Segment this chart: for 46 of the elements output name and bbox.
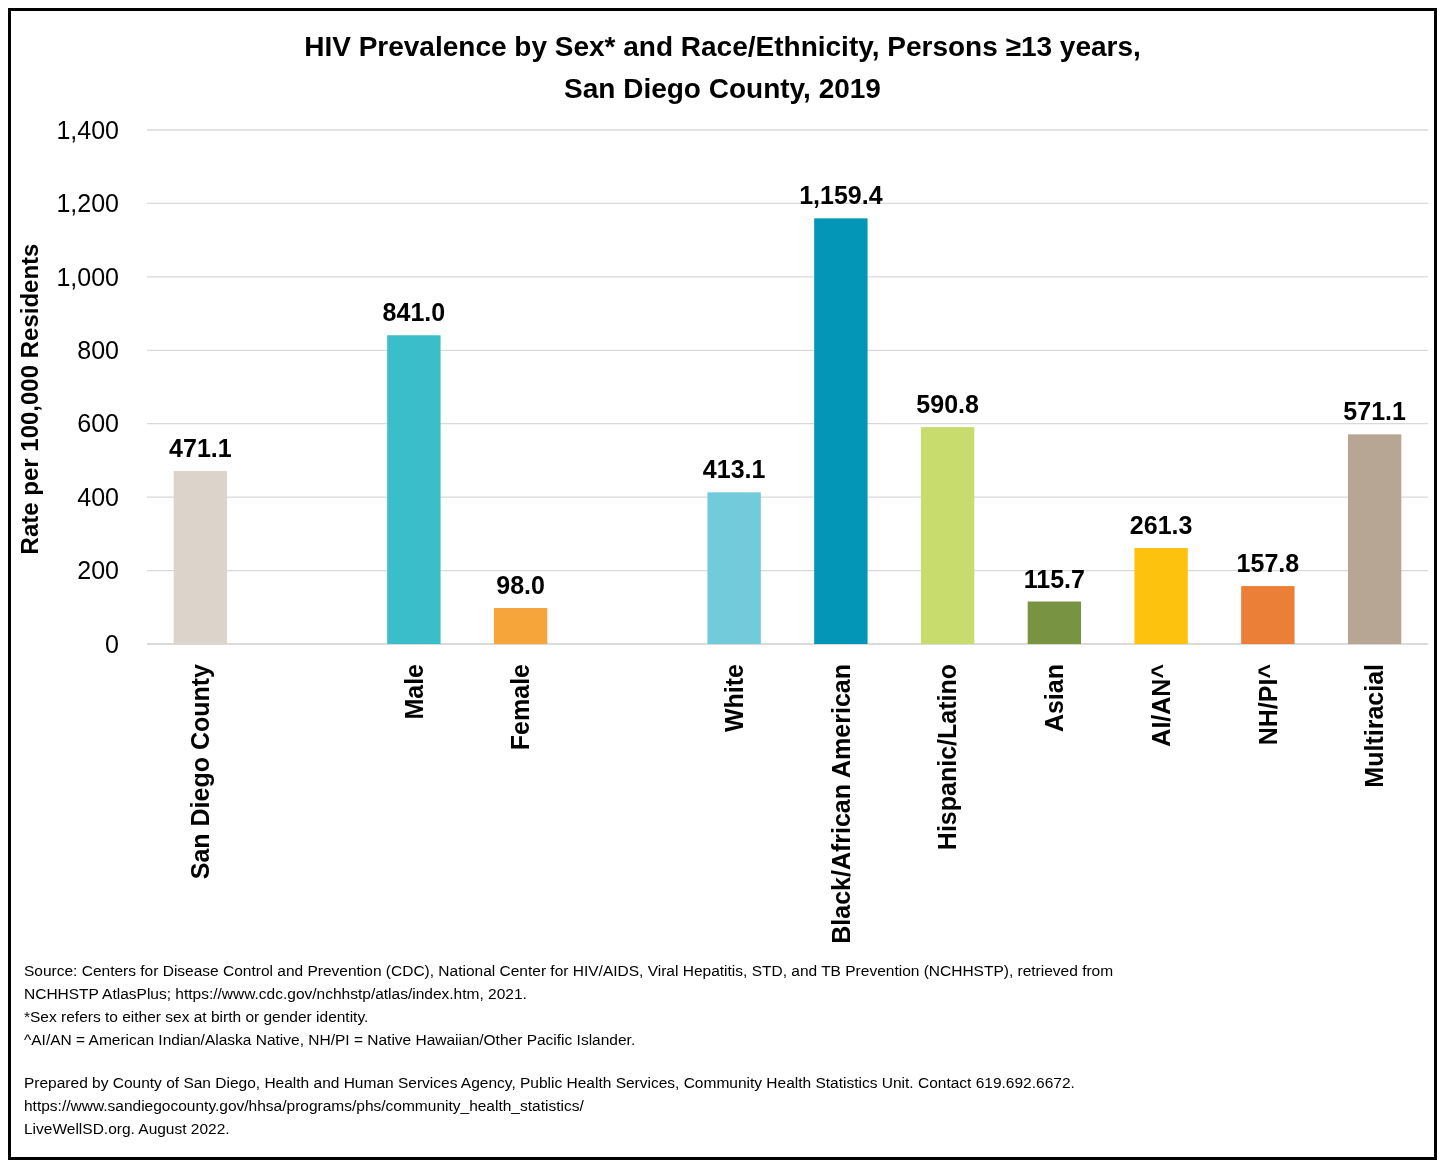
- text: https://www.sandiegocounty.gov/hhsa/programs/phs/community_health_statistics/: [24, 1097, 585, 1114]
- data-label: 590.8: [916, 390, 979, 419]
- source-note: Source: Centers for Disease Control and Prevention (CDC), National Center for HIV/AIDS, Viral Hepatitis, STD, and TB Prevention (NCHHSTP), retrieved from NCHHSTP AtlasPlus; https://www.cdc.gov/nchhstp/atlas/index.htm, 2021.: [24, 962, 1114, 1002]
- text: LiveWellSD.org. August 2022.: [24, 1120, 230, 1137]
- y-tick-label: 0: [105, 629, 119, 658]
- text: *Sex refers to either sex at birth or gender identity.: [24, 1008, 369, 1025]
- text: Prepared by County of San Diego, Health and Human Services Agency, Public Health Services, Community Health Statistics Unit. Contact 619.692.6672.: [24, 1074, 1075, 1091]
- bar: [1241, 586, 1295, 644]
- bar: [173, 471, 228, 644]
- x-tick-label: Hispanic/Latino: [933, 664, 962, 851]
- y-axis-title: Rate per 100,000 Residents: [16, 243, 43, 555]
- data-label: 471.1: [169, 434, 232, 463]
- bar: [920, 427, 975, 644]
- data-label: 98.0: [496, 571, 545, 600]
- data-label: 157.8: [1236, 549, 1300, 578]
- chart-title: HIV Prevalence by Sex* and Race/Ethnicity, Persons ≥13 years, San Diego County, 2019: [304, 31, 1141, 104]
- x-tick-label: Multiracial: [1360, 664, 1389, 788]
- data-label: 1,159.4: [799, 181, 883, 210]
- y-tick-label: 1,200: [56, 189, 119, 218]
- bar: [707, 492, 761, 644]
- bar: [1134, 548, 1188, 644]
- bar: [493, 608, 548, 644]
- data-label: 571.1: [1343, 397, 1406, 426]
- y-tick-label: 600: [77, 409, 119, 438]
- data-label: 115.7: [1023, 564, 1085, 593]
- x-tick-label: Male: [399, 663, 428, 720]
- bar: [1347, 434, 1402, 644]
- data-label: 841.0: [382, 298, 446, 327]
- x-tick-label: NH/PI^: [1253, 663, 1282, 746]
- y-tick-label: 800: [77, 336, 119, 365]
- data-label: 413.1: [702, 455, 766, 484]
- x-tick-label: White: [719, 663, 748, 733]
- y-tick-label: 400: [77, 482, 119, 511]
- x-tick-label: San Diego County: [186, 663, 215, 880]
- bar: [387, 335, 441, 644]
- x-tick-label: Black/African American: [826, 664, 855, 944]
- bar: [1027, 601, 1082, 644]
- y-tick-label: 1,400: [56, 115, 119, 144]
- text: ^AI/AN = American Indian/Alaska Native, NH/PI = Native Hawaiian/Other Pacific Islander.: [24, 1031, 636, 1048]
- x-tick-label: AI/AN^: [1146, 663, 1175, 747]
- x-tick-label: Asian: [1040, 664, 1069, 733]
- bar: [814, 218, 868, 644]
- x-tick-label: Female: [506, 663, 535, 751]
- y-tick-label: 1,000: [56, 262, 119, 291]
- y-tick-label: 200: [77, 556, 119, 585]
- data-label: 261.3: [1129, 511, 1193, 540]
